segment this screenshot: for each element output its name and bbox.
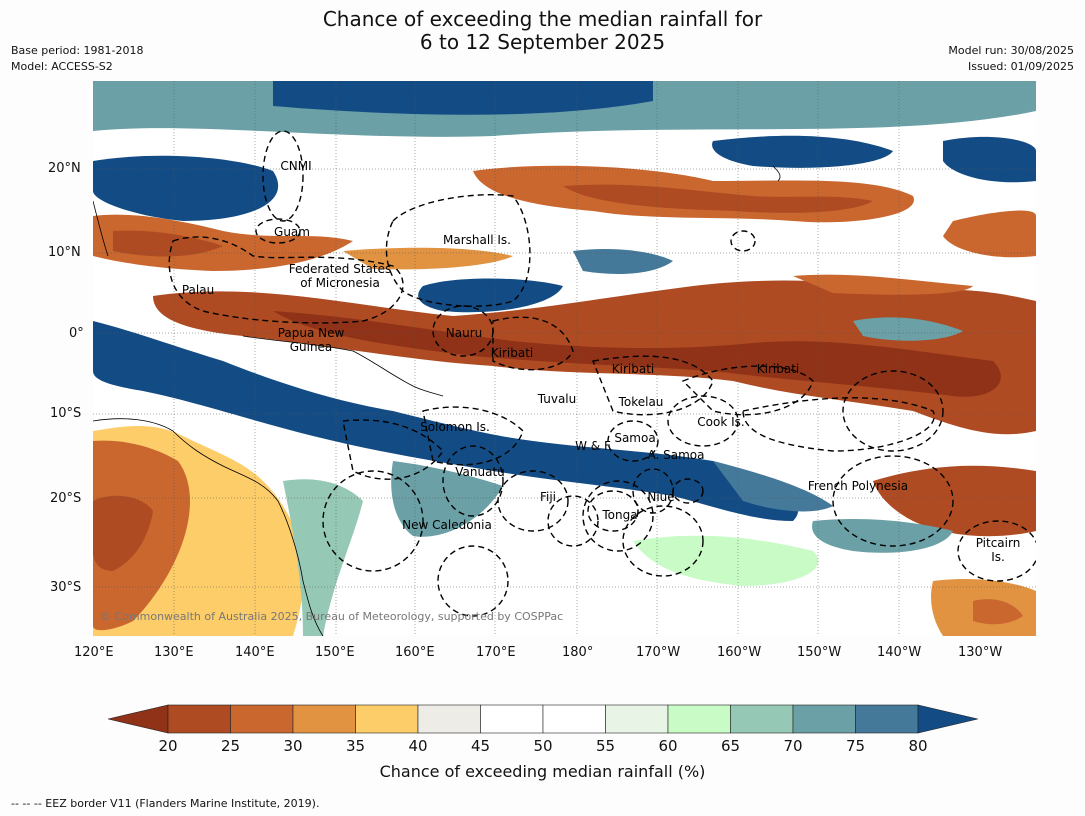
label-new-caledonia: New Caledonia [402,518,492,532]
colorbar [108,704,978,734]
label-png: Papua New Guinea [277,326,345,354]
lat-tick: 30°S [50,580,82,595]
title-line-1: Chance of exceeding the median rainfall … [322,7,763,31]
lon-tick: 150°E [315,645,355,660]
label-cook: Cook Is. [697,415,745,429]
map-title: Chance of exceeding the median rainfall … [0,8,1085,54]
eez-borders [168,130,1036,617]
base-period: Base period: 1981-2018 [11,44,144,57]
lon-tick: 140°E [235,645,275,660]
colorbar-title: Chance of exceeding median rainfall (%) [379,762,706,781]
label-pitcairn: Pitcairn Is. [975,536,1021,564]
colorbar-tick-label: 70 [783,737,803,755]
colorbar-tick-label: 25 [220,737,241,755]
copyright-credit: © Commonwealth of Australia 2025, Bureau… [100,610,564,623]
label-nauru: Nauru [445,326,483,340]
label-kiribati-central: Kiribati [611,362,655,376]
colorbar-swatch [792,704,856,734]
rainfall-fields [93,81,1036,636]
colorbar-swatch [667,704,731,734]
lon-tick: 170°E [476,645,516,660]
colorbar-tick-label: 75 [845,737,866,755]
label-guam: Guam [274,225,310,239]
label-fsm: Federated States of Micronesia [288,262,392,290]
coastlines [93,165,781,636]
colorbar-swatch [480,704,544,734]
lat-tick: 0° [69,326,84,341]
meta-left: Base period: 1981-2018 Model: ACCESS-S2 [11,43,143,75]
colorbar-tick-label: 40 [408,737,428,755]
colorbar-tick-label: 45 [470,737,491,755]
lon-tick: 140°W [877,645,922,660]
label-american-samoa: A. Samoa [647,448,705,462]
model-run: Model run: 30/08/2025 [948,44,1074,57]
colorbar-swatch [355,704,419,734]
colorbar-tick-label: 20 [158,737,178,755]
colorbar-swatch [167,704,231,734]
label-marshall: Marshall Is. [443,233,511,247]
lon-tick: 180° [562,645,594,660]
label-niue: Niue [647,490,675,504]
lon-tick: 150°W [797,645,842,660]
lon-tick: 130°E [154,645,194,660]
lat-tick: 20°N [48,161,81,176]
colorbar-tick-label: 80 [908,737,928,755]
rainfall-map [93,81,1036,636]
colorbar-max-arrow [917,704,978,734]
label-tuvalu: Tuvalu [537,392,577,406]
label-cnmi: CNMI [280,159,312,173]
issued-date: Issued: 01/09/2025 [967,60,1074,73]
colorbar-swatch [855,704,919,734]
label-french-polynesia: French Polynesia [807,479,909,493]
meta-right: Model run: 30/08/2025 Issued: 01/09/2025 [948,43,1074,75]
label-kiribati-west: Kiribati [490,346,534,360]
lon-tick: 160°E [395,645,435,660]
colorbar-tick-label: 55 [595,737,616,755]
colorbar-swatch [605,704,669,734]
label-fiji: Fiji [539,490,557,504]
model-name: Model: ACCESS-S2 [11,60,113,73]
colorbar-tick-label: 35 [345,737,366,755]
lon-tick: 170°W [636,645,681,660]
map-svg [93,81,1036,636]
colorbar-tick-label: 65 [720,737,741,755]
label-tonga: Tonga [602,508,638,522]
colorbar-tick-label: 30 [283,737,303,755]
label-wallis-futuna: W & F [575,439,611,453]
label-samoa: Samoa [614,431,656,445]
label-kiribati-east: Kiribati [756,362,800,376]
colorbar-swatch [542,704,606,734]
colorbar-swatch [417,704,481,734]
lat-tick: 10°N [48,245,81,260]
eez-footnote: -- -- -- EEZ border V11 (Flanders Marine… [11,797,320,810]
lat-tick: 20°S [50,491,82,506]
colorbar-swatch [292,704,356,734]
lon-tick: 130°W [958,645,1003,660]
colorbar-swatch [230,704,294,734]
colorbar-min-arrow [108,704,169,734]
label-palau: Palau [181,283,215,297]
lat-tick: 10°S [50,406,82,421]
colorbar-tick-label: 60 [658,737,678,755]
colorbar-swatch [730,704,794,734]
graticule [93,81,1036,636]
lon-tick: 160°W [717,645,762,660]
label-vanuatu: Vanuatu [455,465,505,479]
lon-tick: 120°E [74,645,114,660]
label-tokelau: Tokelau [618,395,664,409]
label-solomon: Solomon Is. [420,420,490,434]
colorbar-tick-label: 50 [533,737,553,755]
title-line-2: 6 to 12 September 2025 [419,30,666,54]
